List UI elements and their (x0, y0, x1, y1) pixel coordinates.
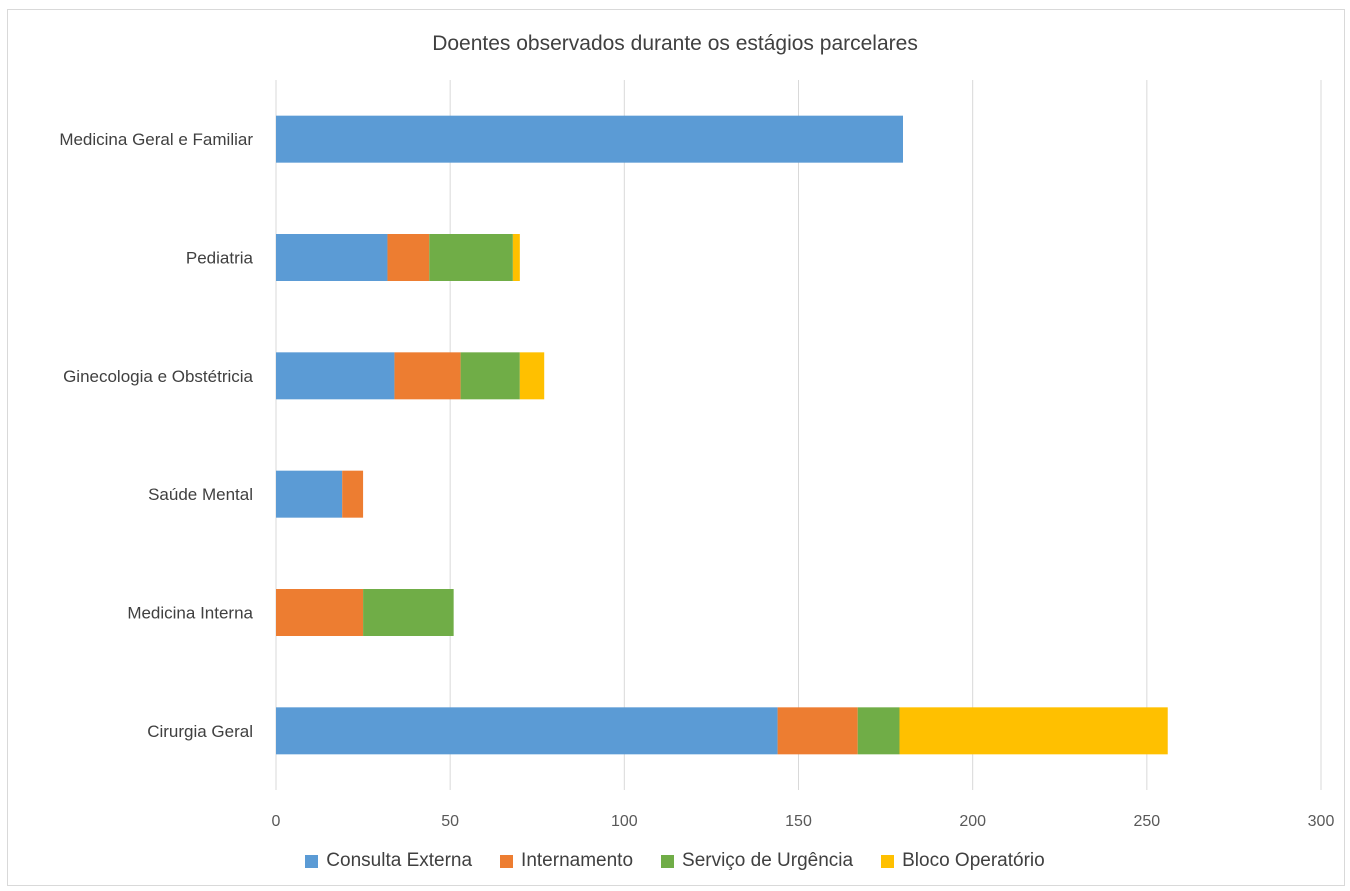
x-tick-label: 250 (1133, 813, 1160, 830)
bar-segment (276, 234, 388, 281)
legend-item: Consulta Externa (305, 850, 472, 872)
bar-segment (394, 352, 461, 400)
y-category-label: Cirurgia Geral (147, 722, 253, 741)
bar-segment (276, 589, 364, 636)
x-tick-label: 300 (1308, 813, 1335, 830)
legend-swatch (500, 854, 514, 868)
bar-segment (276, 352, 395, 400)
bar-segment (276, 470, 343, 518)
bar-segment (777, 707, 858, 755)
y-category-label: Medicina Interna (127, 604, 253, 623)
chart-legend: Consulta Externa Internamento Serviço de U… (0, 850, 1350, 872)
bar-segment (387, 234, 430, 281)
legend-label: Bloco Operatório (902, 850, 1045, 871)
bar-segment (429, 234, 513, 281)
legend-swatch (881, 854, 895, 868)
bar-segment (519, 352, 545, 400)
bar-segment (512, 234, 520, 281)
y-category-label: Saúde Mental (148, 485, 253, 504)
legend-swatch (305, 854, 319, 868)
bar-segment (460, 352, 520, 400)
legend-label: Consulta Externa (326, 850, 473, 871)
bar-segment (363, 589, 454, 636)
x-tick-label: 0 (272, 813, 281, 830)
y-category-label: Pediatria (186, 249, 254, 268)
chart-title: Doentes observados durante os estágios p… (432, 32, 918, 55)
x-tick-label: 100 (611, 813, 638, 830)
x-tick-label: 200 (959, 813, 986, 830)
legend-label: Serviço de Urgência (682, 850, 854, 871)
bar-segment (899, 707, 1168, 755)
legend-item: Internamento (500, 850, 633, 872)
bar-segment (342, 470, 364, 518)
legend-item: Serviço de Urgência (661, 850, 853, 872)
legend-label: Internamento (521, 850, 634, 871)
x-tick-label: 150 (785, 813, 812, 830)
bar-segment (857, 707, 900, 755)
bar-segment (276, 707, 778, 755)
legend-item: Bloco Operatório (881, 850, 1045, 872)
y-category-label: Medicina Geral e Familiar (59, 130, 253, 149)
legend-swatch (661, 854, 675, 868)
bar-segment (276, 115, 903, 163)
x-tick-label: 50 (441, 813, 459, 830)
y-category-label: Ginecologia e Obstétricia (63, 367, 253, 386)
